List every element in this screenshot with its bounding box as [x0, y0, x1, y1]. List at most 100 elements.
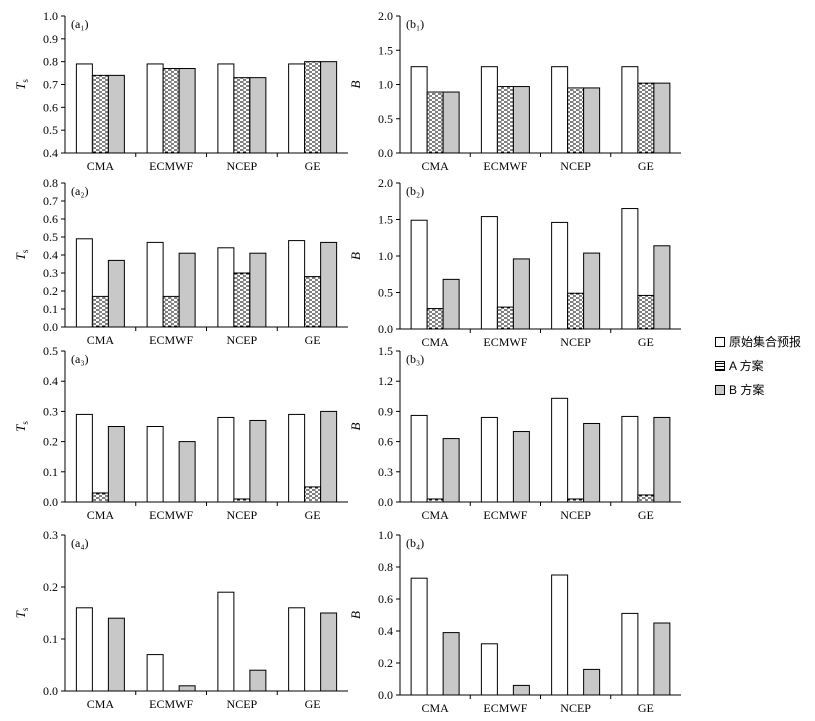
chart-a3: 0.0 0.1 0.2 0.3 0.4 0.5 CMA ECMWF NCEP GE (a₃) Ts [13, 344, 348, 522]
y-tick-label: 0.1 [43, 632, 58, 646]
bar-scheme-a-ncep [567, 87, 585, 154]
y-axis-label: Ts [13, 421, 30, 432]
y-tick-label: 0.4 [378, 624, 393, 638]
chart-a2: 0.0 0.1 0.2 0.3 0.4 0.5 0.6 0.7 0.8 CMA ECMWF NCEP G… [13, 176, 348, 347]
legend-item-scheme-a: A 方案 [715, 354, 801, 378]
bar-original-ncep [217, 247, 235, 328]
bar-scheme-b-ncep [583, 422, 601, 503]
bar-scheme-b-cma [107, 259, 125, 328]
bar-scheme-a-ncep [567, 292, 585, 330]
x-tick-label: CMA [87, 333, 115, 347]
x-tick-label: GE [305, 697, 321, 711]
panel-title: (a₂) [71, 184, 89, 198]
y-tick-label: 0.9 [43, 32, 58, 46]
y-tick-label: 0.4 [43, 374, 58, 388]
bar-scheme-a-ecmwf [162, 295, 180, 328]
y-tick-label: 0.5 [378, 112, 393, 126]
legend-item-original: 原始集合预报 [715, 330, 801, 354]
panel-title: (a₄) [71, 536, 89, 550]
y-axis-label: Ts [13, 249, 30, 260]
bar-original-ncep [217, 63, 235, 154]
y-tick-label: 0.0 [378, 322, 393, 336]
x-tick-label: CMA [87, 508, 115, 522]
x-tick-label: ECMWF [483, 701, 527, 715]
x-tick-label: GE [638, 508, 654, 522]
x-tick-label: ECMWF [483, 508, 527, 522]
bar-original-ecmwf [480, 216, 498, 330]
x-tick-label: NCEP [227, 159, 258, 173]
bar-original-ge [621, 612, 639, 696]
y-axis-label: Ts [13, 607, 30, 618]
bar-scheme-b-ecmwf [512, 431, 530, 503]
bar-original-cma [75, 63, 93, 154]
y-tick-label: 1.5 [378, 43, 393, 57]
panel-title: (b₃) [406, 352, 424, 366]
panel-title: (a₁) [71, 17, 89, 31]
panel-title: (b₄) [406, 536, 424, 550]
bar-original-ncep [551, 574, 569, 696]
y-tick-label: 0.2 [43, 284, 58, 298]
y-tick-label: 0.5 [43, 344, 58, 358]
x-tick-label: CMA [421, 508, 449, 522]
y-tick-label: 0.8 [378, 560, 393, 574]
y-tick-label: 0.0 [378, 688, 393, 702]
y-axis-label: B [348, 422, 363, 430]
bar-scheme-a-ge [304, 486, 322, 503]
bar-original-cma [410, 219, 428, 330]
x-tick-label: CMA [421, 335, 449, 349]
chart-b4: 0.0 0.2 0.4 0.6 0.8 1.0 CMA ECMWF NCEP GE (b₄) B [348, 528, 681, 715]
bar-original-ge [621, 208, 639, 330]
legend-label-original: 原始集合预报 [729, 335, 802, 349]
bar-original-ncep [551, 397, 569, 503]
y-tick-label: 0.2 [378, 656, 393, 670]
bar-original-ge [288, 413, 306, 503]
x-tick-label: GE [638, 701, 654, 715]
legend-item-scheme-b: B 方案 [715, 378, 801, 402]
legend-swatch-scheme-b [715, 385, 725, 395]
bar-scheme-a-ge [637, 82, 655, 154]
bar-scheme-a-ncep [233, 272, 251, 328]
x-tick-label: NCEP [560, 159, 591, 173]
bar-scheme-b-ecmwf [178, 441, 196, 503]
y-axis-label: B [348, 252, 363, 260]
y-tick-label: 2.0 [378, 176, 393, 190]
x-tick-label: NCEP [227, 697, 258, 711]
bar-original-ge [288, 240, 306, 328]
bar-scheme-a-cma [91, 74, 109, 154]
bar-scheme-b-ge [653, 245, 671, 330]
x-tick-label: NCEP [227, 508, 258, 522]
bar-scheme-b-cma [442, 438, 460, 503]
bar-scheme-b-ge [653, 82, 671, 154]
bar-original-ge [288, 63, 306, 154]
bar-scheme-a-ge [304, 61, 322, 154]
panel-title: (b₁) [406, 17, 424, 31]
bar-scheme-b-ncep [249, 252, 267, 328]
bar-original-ecmwf [480, 643, 498, 696]
x-tick-label: CMA [421, 159, 449, 173]
bar-original-cma [75, 238, 93, 328]
bar-scheme-a-ge [637, 494, 655, 503]
bar-scheme-a-ncep [233, 77, 251, 154]
bar-scheme-b-ncep [249, 77, 267, 154]
y-tick-label: 2.0 [378, 9, 393, 23]
panel-title: (a₃) [71, 352, 89, 366]
y-tick-label: 0.6 [43, 212, 58, 226]
bar-original-cma [410, 66, 428, 154]
bar-scheme-b-cma [107, 426, 125, 503]
y-tick-label: 1.0 [43, 9, 58, 23]
y-tick-label: 0.8 [43, 176, 58, 190]
y-tick-label: 0.3 [43, 528, 58, 542]
bar-original-ncep [551, 221, 569, 330]
bar-original-ncep [217, 416, 235, 503]
y-tick-label: 0.7 [43, 78, 58, 92]
y-axis-label: B [348, 611, 363, 619]
bar-scheme-b-cma [442, 91, 460, 154]
bar-scheme-a-cma [91, 492, 109, 503]
x-tick-label: ECMWF [149, 508, 193, 522]
bar-scheme-a-cma [426, 91, 444, 154]
chart-b1: 0.0 0.5 1.0 1.5 2.0 CMA ECMWF NCEP GE (b₁) B [348, 9, 681, 173]
x-tick-label: NCEP [227, 333, 258, 347]
bar-original-ecmwf [146, 241, 164, 328]
bar-scheme-a-ecmwf [496, 86, 514, 154]
bar-scheme-b-cma [107, 74, 125, 154]
